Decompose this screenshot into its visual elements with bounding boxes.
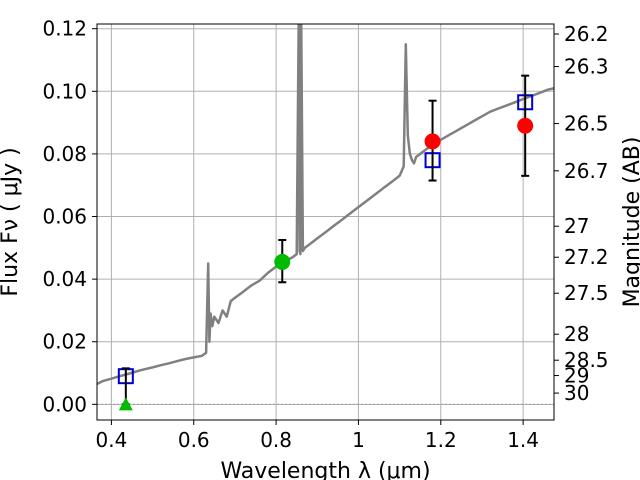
y2-tick-label: 26.3 [564, 55, 609, 79]
spectrum-layer [97, 24, 554, 386]
observed-point [517, 117, 534, 134]
grid [97, 24, 554, 420]
y-tick-label: 0.04 [42, 267, 87, 291]
y2-tick-label: 30 [564, 381, 589, 405]
y-axis-label: Flux Fν ( μJy ) [0, 147, 23, 296]
y-tick-label: 0.00 [42, 392, 87, 416]
axes-frame [96, 23, 555, 421]
x-tick-label: 1 [352, 428, 365, 452]
y2-tick-label: 28 [564, 322, 589, 346]
y-tick-label: 0.02 [42, 330, 87, 354]
x-tick-label: 1.4 [507, 428, 539, 452]
y-tick-label: 0.10 [42, 79, 87, 103]
y2-tick-label: 26.2 [564, 22, 609, 46]
ticks-layer: 0.4 0.6 0.8 1 1.2 1.4 0.00 0.02 0.04 0.06 0.08 0.10… [42, 17, 608, 452]
x-tick-label: 0.4 [96, 428, 128, 452]
x-tick-label: 0.8 [260, 428, 292, 452]
x-axis-label: Wavelength λ (μm) [220, 459, 430, 480]
points-layer [117, 74, 534, 411]
x-tick-label: 1.2 [425, 428, 457, 452]
y2-tick-label: 27.5 [564, 281, 609, 305]
observed-point [424, 133, 441, 150]
y2-tick-label: 27 [564, 214, 589, 238]
y2-tick-label: 26.7 [564, 159, 609, 183]
y2-tick-label: 28.5 [564, 348, 609, 372]
y2-tick-label: 29 [564, 364, 589, 388]
spectrum-line [97, 24, 554, 386]
y-tick-label: 0.08 [42, 142, 87, 166]
y2-axis-label: Magnitude (AB) [620, 137, 640, 308]
x-tick-label: 0.6 [178, 428, 210, 452]
y-tick-label: 0.06 [42, 205, 87, 229]
y2-tick-label: 27.2 [564, 245, 609, 269]
observed-point [274, 253, 291, 270]
y2-tick-label: 26.5 [564, 112, 609, 136]
y-tick-label: 0.12 [42, 17, 87, 41]
upper-limit-point [118, 397, 133, 411]
